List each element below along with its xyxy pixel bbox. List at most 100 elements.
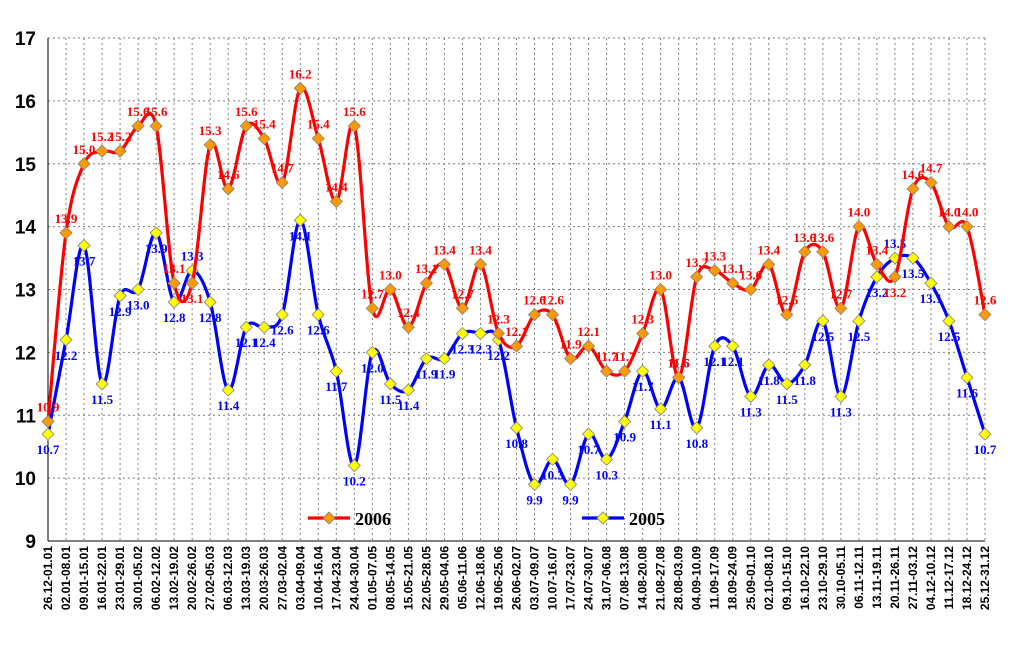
legend-label: 2006 [355,509,391,529]
data-label: 12.5 [938,329,961,344]
data-label: 11.4 [397,398,420,413]
x-tick-label: 13.11-19.11 [870,546,884,609]
y-tick-label: 11 [16,406,37,427]
data-label: 11.6 [668,356,691,371]
data-label: 10.3 [541,467,564,482]
x-tick-label: 10.07-16.07 [546,546,560,610]
data-label: 15.6 [127,104,150,119]
x-tick-label: 13.03-19.03 [239,546,253,610]
data-point [942,220,956,234]
data-label: 12.8 [199,310,222,325]
data-point [600,364,614,378]
x-tick-label: 11.12-17.12 [942,546,956,610]
data-label: 11.9 [433,367,456,382]
data-label: 13.6 [793,230,816,245]
data-label: 10.9 [613,430,636,445]
data-point [942,314,956,328]
x-tick-label: 20.02-26.02 [185,546,199,610]
data-point [275,176,289,190]
series-group: 10.712.213.711.512.913.013.912.813.312.8… [37,66,997,507]
data-label: 12.6 [974,293,997,308]
x-tick-label: 22.05-28.05 [419,546,433,610]
data-label: 11.9 [415,367,438,382]
y-tick-label: 17 [15,29,36,50]
data-point [419,276,433,290]
x-tick-label: 03.04-09.04 [293,546,307,610]
data-label: 12.6 [307,323,330,338]
y-tick-label: 10 [15,469,36,490]
x-tick-label: 26.12-01.01 [41,546,55,610]
data-point [383,282,397,297]
data-label: 10.7 [974,442,997,457]
x-tick-label: 30.01-05.02 [131,546,145,610]
data-point [690,421,704,435]
data-label: 15.6 [235,104,258,119]
data-point [816,314,830,328]
data-label: 12.1 [505,324,528,339]
data-label: 12.2 [55,348,78,363]
y-tick-label: 9 [25,532,36,553]
data-point [149,226,163,240]
x-tick-label: 21.08-27.08 [654,546,668,610]
y-tick-label: 16 [15,92,36,113]
data-label: 13.0 [379,268,402,283]
x-tick-label: 20.03-26.03 [257,546,271,610]
data-label: 11.9 [560,337,583,352]
data-label: 10.7 [37,442,60,457]
data-label: 12.3 [631,312,654,327]
x-tick-label: 29.05-04.06 [437,546,451,610]
data-point [239,320,253,334]
data-point [167,295,181,309]
x-tick-label: 25.12-31.12 [978,546,992,610]
gridlines [48,37,986,541]
x-tick-label: 17.04-23.04 [329,546,343,610]
data-label: 13.0 [649,268,672,283]
data-point [618,414,632,429]
data-label: 15.6 [343,104,366,119]
data-label: 13.6 [811,230,834,245]
data-label: 9.9 [526,492,543,507]
x-tick-label: 06.03-12.03 [221,546,235,610]
x-tick-label: 03.07-09.07 [528,546,542,610]
data-point [365,301,379,315]
x-tick-label: 07.08-13.08 [618,546,632,610]
data-label: 14.0 [956,205,979,220]
legend-marker [596,511,610,525]
data-label: 11.7 [632,379,655,394]
data-point [726,339,740,353]
data-point [347,119,361,133]
data-point [509,339,524,353]
x-tick-label: 27.02-05.03 [203,546,217,610]
data-point [221,182,235,196]
data-label: 13.0 [739,268,762,283]
x-tick-label: 11.09-17.09 [708,546,722,610]
data-point [41,427,55,441]
data-label: 13.5 [902,266,925,281]
data-label: 13.1 [415,261,438,276]
data-point [582,427,596,441]
x-tick-label: 23.01-29.01 [113,546,127,610]
data-point [762,257,776,271]
data-point [59,333,73,347]
data-point [582,339,596,353]
data-label: 14.4 [325,179,348,194]
data-label: 12.6 [541,293,564,308]
x-tick-label: 13.02-19.02 [167,546,181,610]
data-point [834,389,848,403]
data-point [77,157,91,171]
data-point [149,119,163,133]
x-tick-label: 18.12-24.12 [960,546,974,610]
x-tick-label: 04.09-10.09 [690,546,704,610]
data-point [527,477,542,491]
data-label: 13.3 [703,249,726,264]
x-tick-label: 27.03-02.04 [275,546,289,610]
data-point [203,138,217,152]
legend-marker [322,511,336,525]
data-label: 12.7 [829,286,852,301]
x-tick-label: 17.07-23.07 [564,546,578,610]
data-point [239,119,253,133]
data-point [437,352,451,366]
data-point [924,276,938,290]
data-label: 16.2 [289,66,312,81]
series-2006: 10.913.915.015.215.215.615.613.113.115.3… [37,66,997,429]
